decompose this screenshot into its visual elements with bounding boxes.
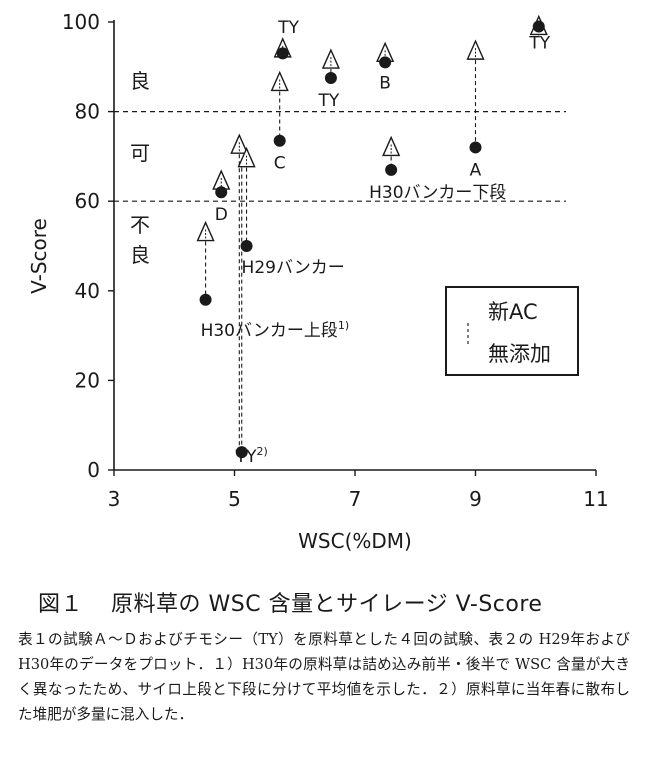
y-tick-label: 0 [87, 458, 100, 482]
control-point [532, 20, 545, 33]
zone-label: 可 [130, 141, 150, 165]
x-tick-label: 9 [469, 487, 482, 511]
control-point [379, 56, 392, 69]
control-point [215, 186, 228, 199]
point-label-note: 1) [338, 319, 349, 332]
point-label: TY [277, 18, 299, 38]
x-tick-label: 5 [228, 487, 241, 511]
control-point [240, 240, 253, 252]
point-label: TY [318, 91, 340, 111]
y-axis-title: V-Score [27, 218, 51, 294]
figure-caption-title: 図１ 原料草の WSC 含量とサイレージ V-Score [38, 586, 542, 618]
y-tick-label: 100 [62, 10, 100, 34]
point-label: TY2) [235, 445, 268, 467]
point-label: H30バンカー下段 [369, 183, 506, 203]
control-point [276, 47, 289, 60]
x-tick-label: 7 [349, 487, 362, 511]
point-label: H30バンカー上段1) [201, 319, 350, 341]
y-tick-label: 20 [75, 368, 100, 392]
point-label: D [215, 205, 228, 225]
zone-label: 良 [130, 243, 150, 267]
control-point [385, 163, 398, 176]
control-point [199, 293, 212, 306]
point-label: H29バンカー [242, 258, 345, 278]
x-tick-label: 11 [583, 487, 608, 511]
zone-label: 良 [130, 69, 150, 93]
point-label: C [274, 154, 286, 174]
labels: 良可不良TYTYBATYCH30バンカー下段DH29バンカーH30バンカー上段1… [130, 18, 551, 467]
marks [196, 14, 548, 459]
legend-label: 無添加 [488, 342, 551, 366]
point-label: B [379, 73, 391, 93]
figure-caption-body: 表１の試験Ａ～Ｄおよびチモシー（TY）を原料草とした４回の試験、表２の H29年… [18, 631, 630, 723]
legend: 新AC 無添加 [445, 286, 579, 376]
figure-title: 原料草の WSC 含量とサイレージ V-Score [111, 592, 543, 617]
control-point [324, 72, 337, 84]
control-point [273, 134, 286, 147]
y-tick-label: 40 [75, 279, 100, 303]
x-axis-title: WSC(%DM) [298, 529, 412, 553]
figure-number: 図１ [38, 592, 84, 617]
x-tick-label: 3 [108, 487, 121, 511]
y-tick-label: 60 [75, 189, 100, 213]
control-point [235, 446, 248, 459]
zone-label: 不 [130, 213, 150, 237]
axes: 0 20 40 60 80 100 3 5 7 9 11 WSC(%DM) V-Score [27, 10, 609, 553]
legend-label: 新AC [488, 300, 538, 324]
control-point [469, 141, 482, 154]
ac-point [321, 48, 340, 69]
y-tick-label: 80 [75, 100, 100, 124]
point-label-note: 2) [257, 445, 268, 458]
point-label: TY [528, 33, 550, 53]
point-label: A [470, 160, 482, 180]
